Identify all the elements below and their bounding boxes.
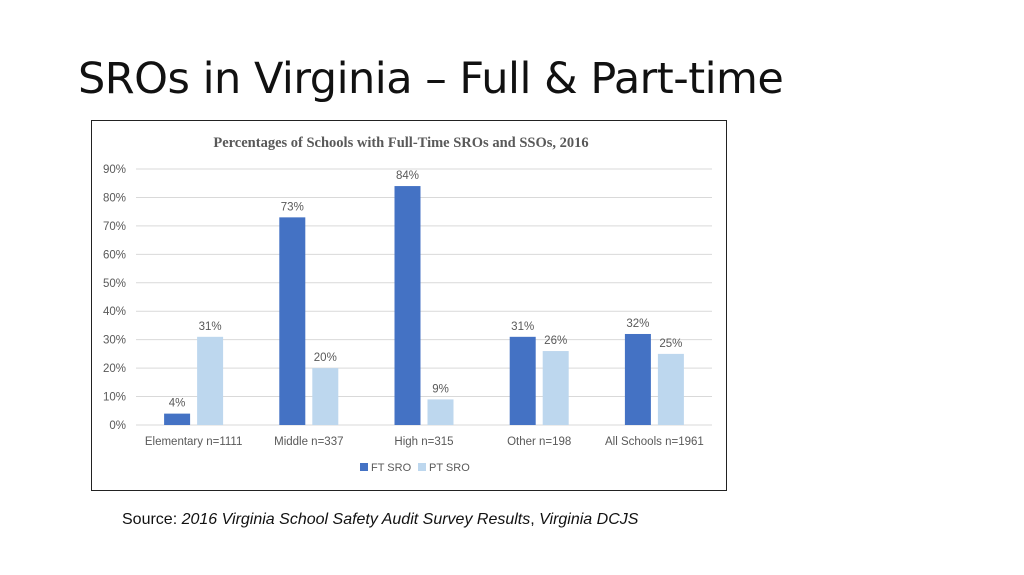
ft-sro-bar (394, 186, 421, 425)
data-label: 4% (169, 398, 186, 410)
source-separator: , (530, 511, 540, 528)
y-tick-label: 60% (103, 249, 126, 261)
legend-label: FT SRO (371, 462, 412, 474)
x-category-label: All Schools n=1961 (605, 436, 704, 448)
pt-sro-bar (312, 368, 339, 425)
data-label: 31% (199, 321, 222, 333)
legend-swatch-pt-sro (418, 463, 426, 471)
data-label: 32% (626, 318, 649, 330)
source-citation: Source: 2016 Virginia School Safety Audi… (122, 511, 638, 529)
x-category-label: Middle n=337 (274, 436, 343, 448)
y-tick-label: 40% (103, 306, 126, 318)
chart-frame: Percentages of Schools with Full-Time SR… (91, 120, 727, 491)
data-label: 26% (544, 335, 567, 347)
pt-sro-bar (197, 336, 224, 425)
y-tick-label: 80% (103, 192, 126, 204)
data-label: 9% (432, 383, 449, 395)
data-label: 20% (314, 352, 337, 364)
slide-title: SROs in Virginia – Full & Part-time (78, 54, 784, 104)
chart-title: Percentages of Schools with Full-Time SR… (213, 135, 588, 151)
source-prefix: Source: (122, 511, 182, 528)
x-category-label: High n=315 (394, 436, 453, 448)
data-label: 84% (396, 170, 419, 182)
y-tick-label: 0% (109, 420, 126, 432)
ft-sro-bar (279, 217, 306, 425)
y-tick-label: 20% (103, 363, 126, 375)
pt-sro-bar (427, 399, 454, 425)
x-category-label: Elementary n=1111 (145, 436, 243, 448)
y-tick-label: 30% (103, 335, 126, 347)
ft-sro-bar (624, 333, 651, 425)
source-survey-title: 2016 Virginia School Safety Audit Survey… (181, 511, 531, 528)
y-tick-label: 10% (103, 392, 126, 404)
source-agency: Virginia DCJS (539, 511, 639, 528)
data-label: 31% (511, 321, 534, 333)
data-label: 73% (281, 201, 304, 213)
legend-swatch-ft-sro (360, 463, 368, 471)
y-tick-label: 50% (103, 278, 126, 290)
pt-sro-bar (657, 353, 684, 425)
ft-sro-bar (509, 336, 536, 425)
legend-label: PT SRO (429, 462, 470, 474)
x-category-label: Other n=198 (507, 436, 571, 448)
ft-sro-bar (164, 413, 191, 425)
data-label: 25% (659, 338, 682, 350)
y-tick-label: 70% (103, 221, 126, 233)
bar-chart: Percentages of Schools with Full-Time SR… (103, 135, 712, 474)
pt-sro-bar (542, 351, 569, 425)
y-tick-label: 90% (103, 164, 126, 176)
